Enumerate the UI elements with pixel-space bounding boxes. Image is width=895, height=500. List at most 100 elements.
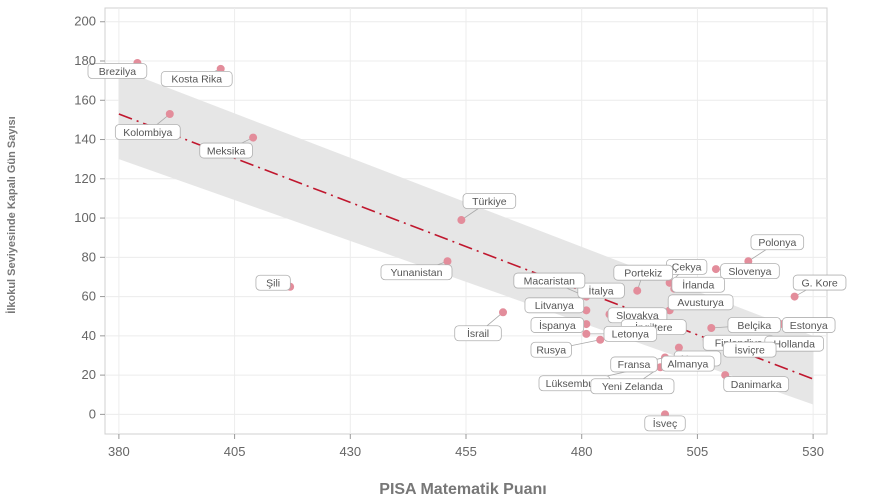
point-label: İsveç xyxy=(653,417,678,430)
point-label-box xyxy=(667,294,734,311)
y-axis-title: İlkokul Seviyesinde Kapalı Gün Sayısı xyxy=(5,116,18,313)
point-label-box xyxy=(380,264,453,281)
data-point xyxy=(707,323,716,332)
point-label-box xyxy=(462,193,517,209)
point-label-box xyxy=(255,274,291,291)
point-label: Kosta Rika xyxy=(171,74,222,86)
data-point xyxy=(790,292,799,301)
point-label-box xyxy=(199,142,253,159)
point-label: Danimarka xyxy=(731,379,782,391)
point-label-box xyxy=(590,378,675,395)
point-label: Brezilya xyxy=(99,66,137,78)
point-label-box xyxy=(792,274,847,291)
x-tick-label: 405 xyxy=(224,444,246,459)
data-point xyxy=(596,335,605,344)
point-label-box xyxy=(114,124,181,140)
y-axis-ticks: 0 20 40 60 80 100 120 140 160 180 200 xyxy=(74,14,105,421)
x-axis-title: PISA Matematik Puanı xyxy=(379,481,546,498)
data-point xyxy=(674,343,683,352)
y-tick-label: 20 xyxy=(82,367,96,382)
point-label-box xyxy=(671,276,726,293)
data-point xyxy=(216,64,225,73)
x-tick-label: 455 xyxy=(455,444,477,459)
x-tick-label: 505 xyxy=(687,444,709,459)
y-tick-label: 120 xyxy=(74,171,96,186)
point-label: Litvanya xyxy=(535,300,574,312)
y-tick-label: 60 xyxy=(82,289,96,304)
y-tick-label: 80 xyxy=(82,249,96,264)
point-label: Macaristan xyxy=(524,275,576,287)
data-point xyxy=(633,286,642,295)
point-label: Portekiz xyxy=(624,267,662,279)
x-tick-label: 430 xyxy=(339,444,361,459)
point-label-box xyxy=(723,376,790,393)
point-label-box xyxy=(530,317,585,333)
point-label-box xyxy=(727,317,782,333)
data-point xyxy=(457,216,466,225)
point-label-box xyxy=(644,415,686,432)
point-label: Şili xyxy=(266,278,280,290)
point-label-box xyxy=(720,263,780,279)
y-tick-label: 40 xyxy=(82,328,96,343)
point-label: Yeni Zelanda xyxy=(602,381,663,393)
x-tick-label: 530 xyxy=(802,444,824,459)
x-tick-label: 380 xyxy=(108,444,130,459)
point-label: İtalya xyxy=(589,284,614,297)
y-tick-label: 160 xyxy=(74,92,96,107)
point-label: G. Kore xyxy=(802,277,838,289)
point-label-box xyxy=(513,272,586,289)
x-axis-ticks: 380 405 430 455 480 505 530 xyxy=(108,434,824,459)
y-tick-label: 100 xyxy=(74,210,96,225)
point-label-box xyxy=(603,325,658,342)
y-tick-label: 180 xyxy=(74,53,96,68)
point-label: Slovenya xyxy=(728,266,771,278)
point-label: İsrail xyxy=(467,327,489,340)
point-label: İspanya xyxy=(539,319,576,332)
data-point xyxy=(443,257,452,266)
point-label: Avusturya xyxy=(677,297,724,309)
point-label-box xyxy=(750,234,805,251)
point-label: Polonya xyxy=(758,237,796,249)
point-label-box xyxy=(781,317,836,333)
point-label: Fransa xyxy=(618,359,651,371)
point-label-box xyxy=(524,297,585,314)
y-tick-label: 200 xyxy=(74,14,96,29)
point-label: İrlanda xyxy=(682,279,714,292)
point-label: Kolombiya xyxy=(123,127,172,139)
point-label: Yunanistan xyxy=(391,267,443,279)
data-point xyxy=(582,306,591,315)
point-label-box xyxy=(610,356,658,373)
y-tick-label: 140 xyxy=(74,132,96,147)
point-label-box xyxy=(87,63,148,79)
data-point xyxy=(499,308,508,317)
point-label: Letonya xyxy=(612,329,650,341)
point-label: Çekya xyxy=(672,262,702,274)
point-label: Rusya xyxy=(536,345,566,357)
data-point xyxy=(711,265,720,274)
point-label: Belçika xyxy=(737,320,771,332)
data-point xyxy=(582,329,591,338)
x-tick-label: 480 xyxy=(571,444,593,459)
point-labels: Brezilya Kosta Rika Kolombiya Meksika Şili Tü… xyxy=(87,63,847,432)
point-label: Almanya xyxy=(667,358,708,370)
point-label-box xyxy=(454,325,502,342)
point-label-box xyxy=(613,264,674,281)
data-point xyxy=(582,320,591,329)
point-label: Türkiye xyxy=(472,196,507,208)
point-label: Lüksemburg xyxy=(546,378,604,390)
point-label: İsviçre xyxy=(735,343,765,356)
point-label: Slovakya xyxy=(616,310,659,322)
point-label: Estonya xyxy=(790,320,828,332)
point-label-box xyxy=(577,282,625,299)
point-label-box xyxy=(530,341,572,358)
data-point xyxy=(249,133,258,142)
point-label-box xyxy=(722,341,777,358)
point-label-box xyxy=(661,355,715,372)
y-tick-label: 0 xyxy=(89,406,96,421)
point-label: Meksika xyxy=(207,145,246,157)
data-point xyxy=(165,110,174,119)
point-label-box xyxy=(160,70,233,87)
point-label: Hollanda xyxy=(773,338,815,350)
